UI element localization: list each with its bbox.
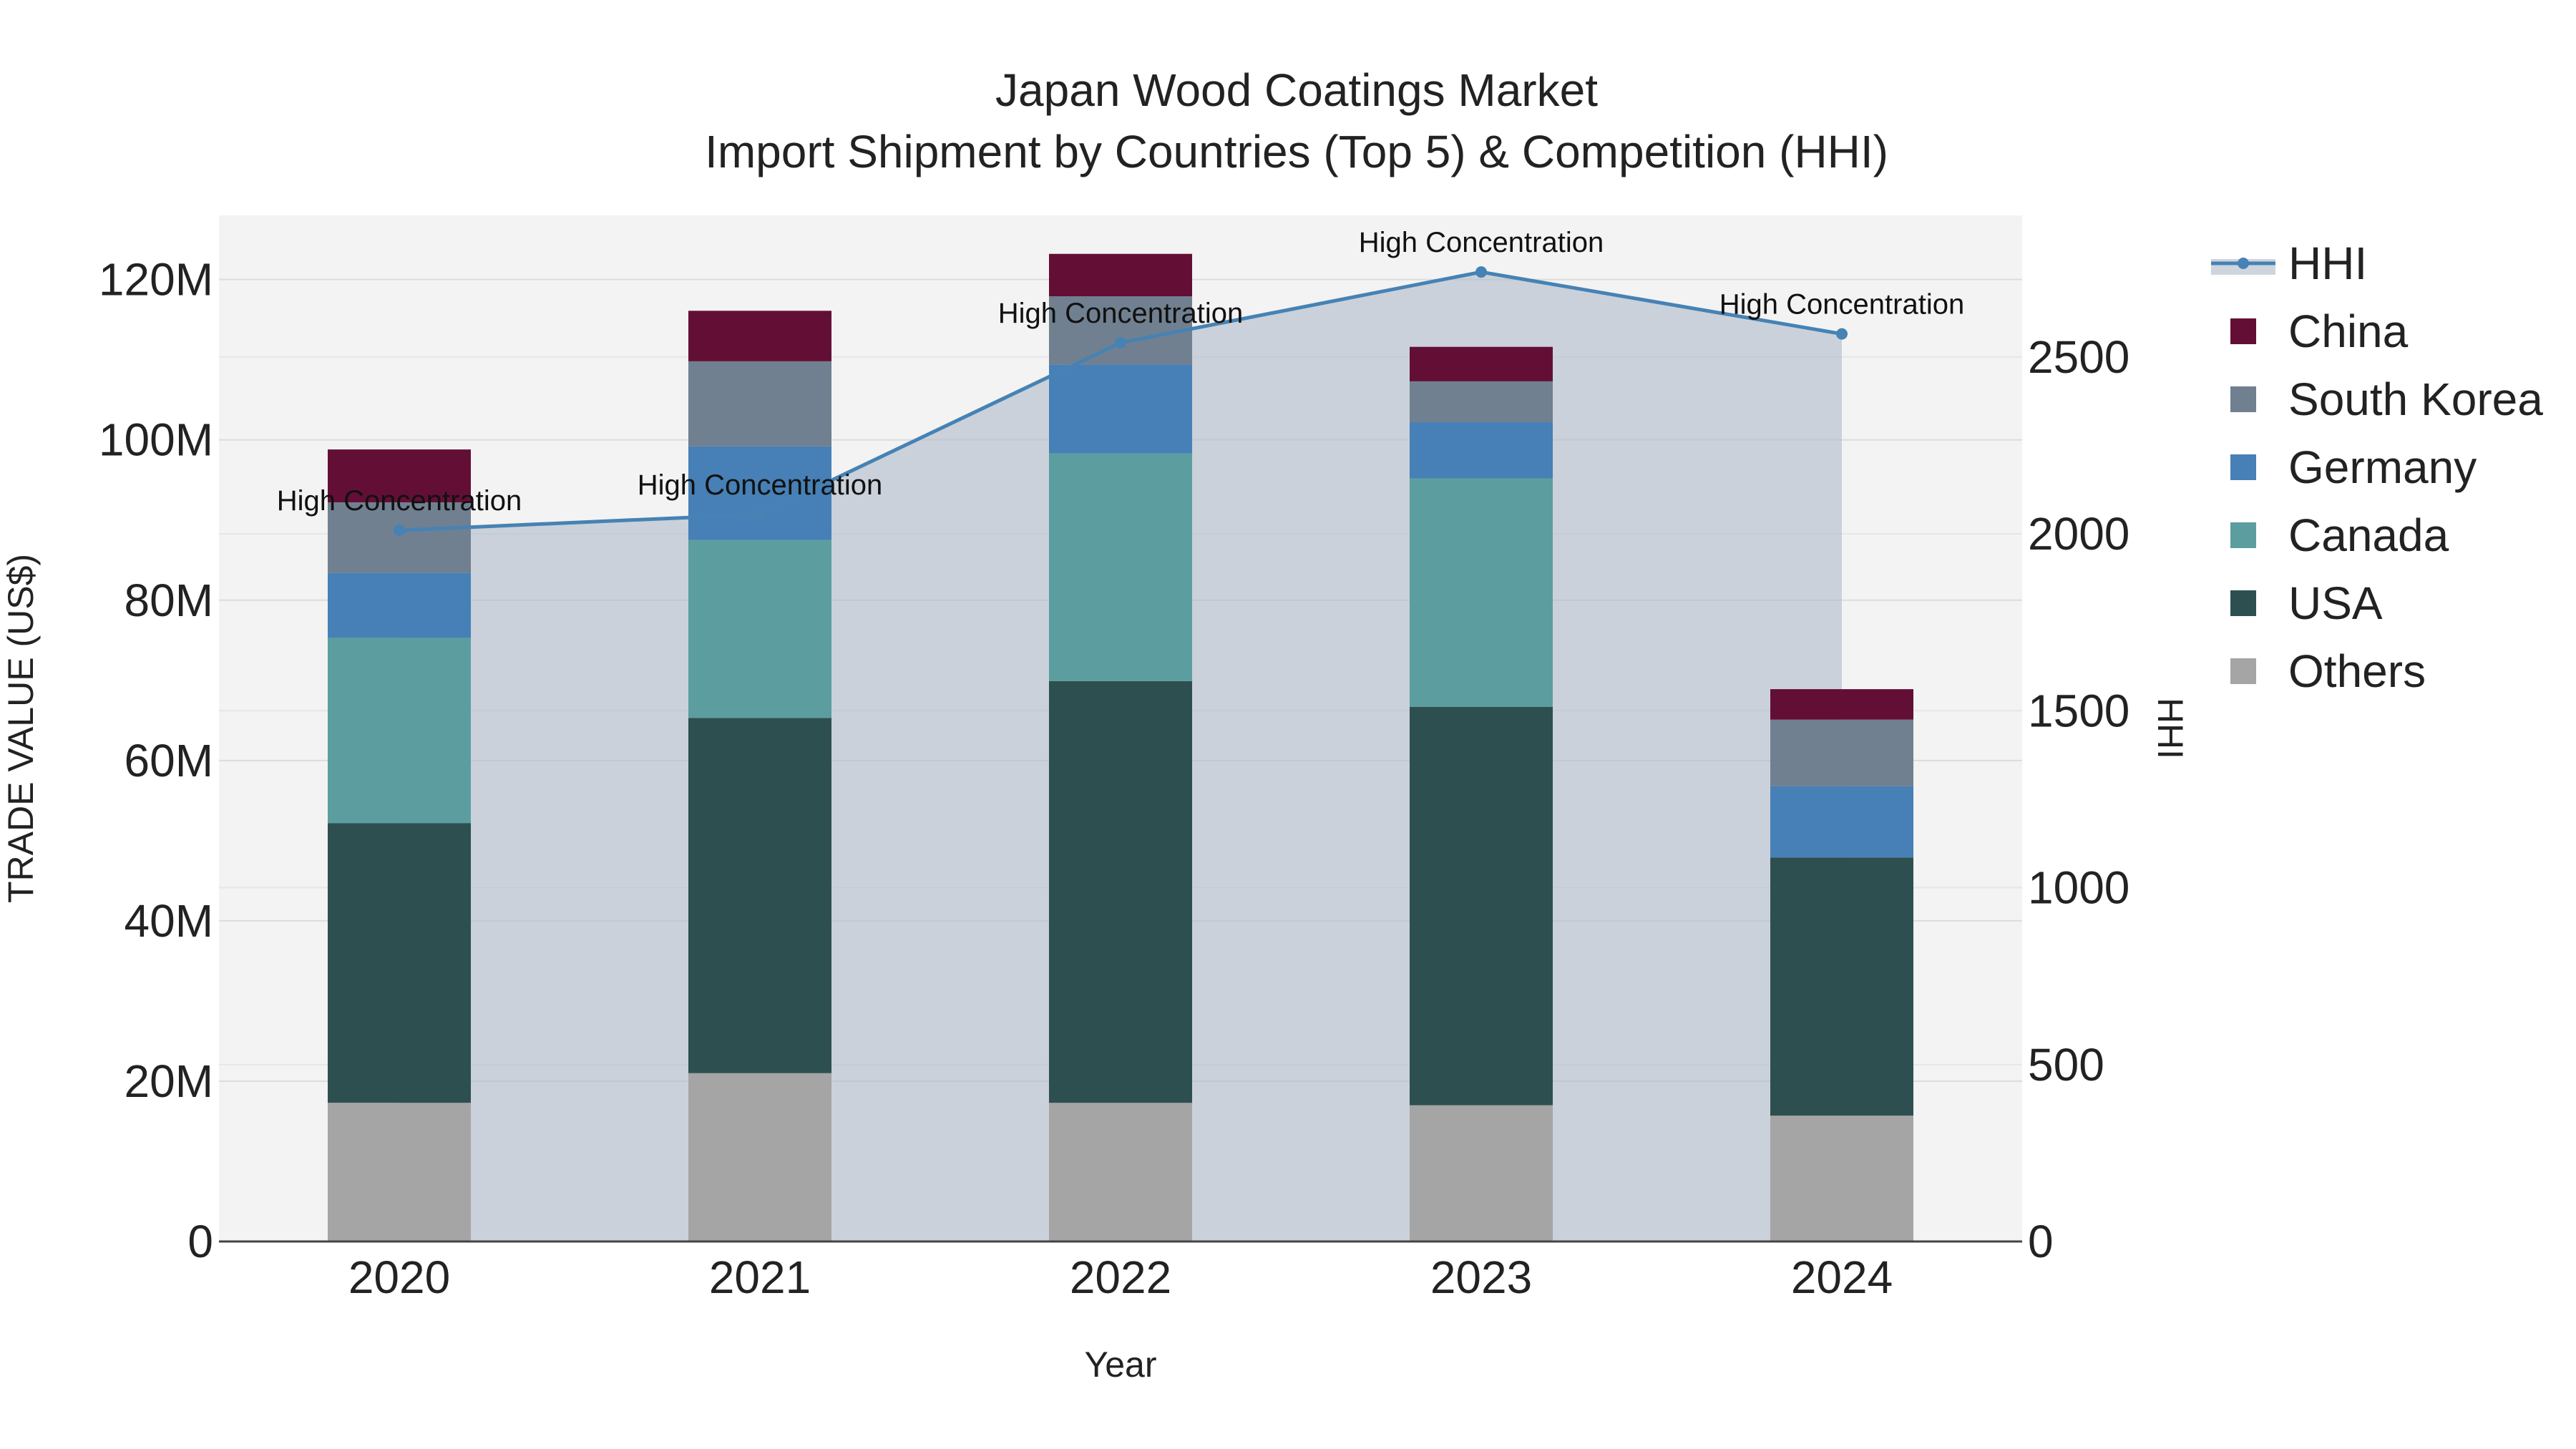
bar-south-korea-2023 bbox=[1410, 381, 1553, 423]
legend-swatch-hhi-marker bbox=[2238, 258, 2249, 269]
bar-canada-2022 bbox=[1049, 453, 1192, 681]
bar-germany-2024 bbox=[1770, 786, 1913, 858]
y-tick-label: 60M bbox=[125, 735, 214, 786]
y2-tick-label: 500 bbox=[2028, 1039, 2104, 1091]
legend-label-usa: USA bbox=[2288, 577, 2383, 629]
legend-label-south-korea: South Korea bbox=[2288, 374, 2543, 425]
legend: HHI China South Korea Germany Canada USA Other… bbox=[2211, 238, 2543, 697]
bar-south-korea-2024 bbox=[1770, 719, 1913, 786]
bar-others-2023 bbox=[1410, 1105, 1553, 1241]
legend-label-china: China bbox=[2288, 306, 2409, 357]
legend-swatch-canada bbox=[2230, 522, 2256, 548]
bar-china-2022 bbox=[1049, 253, 1192, 297]
y-tick-label: 40M bbox=[125, 895, 214, 947]
y-axis-title: TRADE VALUE (US$) bbox=[1, 554, 41, 903]
hhi-point-2022 bbox=[1115, 337, 1126, 349]
bar-china-2021 bbox=[688, 311, 831, 361]
bar-others-2022 bbox=[1049, 1103, 1192, 1241]
bar-usa-2022 bbox=[1049, 680, 1192, 1103]
bar-germany-2023 bbox=[1410, 422, 1553, 479]
y2-tick-label: 2000 bbox=[2028, 508, 2129, 560]
chart-title-line1: Japan Wood Coatings Market bbox=[995, 64, 1598, 116]
bar-canada-2020 bbox=[328, 638, 471, 824]
y2-tick-label: 1000 bbox=[2028, 862, 2129, 914]
x-tick-label-2021: 2021 bbox=[709, 1252, 811, 1303]
hhi-annotation-2023: High Concentration bbox=[1359, 227, 1604, 258]
bar-south-korea-2022 bbox=[1049, 296, 1192, 365]
bar-others-2024 bbox=[1770, 1116, 1913, 1241]
y-tick-label: 100M bbox=[99, 414, 213, 466]
legend-label-hhi: HHI bbox=[2288, 238, 2367, 289]
y2-axis-title: HHI bbox=[2150, 698, 2190, 759]
y-tick-label: 20M bbox=[125, 1055, 214, 1107]
bar-germany-2022 bbox=[1049, 364, 1192, 454]
chart-title-line2: Import Shipment by Countries (Top 5) & C… bbox=[705, 126, 1888, 177]
y-tick-label: 80M bbox=[125, 575, 214, 626]
legend-label-others: Others bbox=[2288, 645, 2426, 697]
hhi-point-2024 bbox=[1836, 328, 1848, 340]
y2-tick-label: 2500 bbox=[2028, 331, 2129, 383]
annotation-layer: High Concentration High Concentration High… bbox=[277, 227, 1964, 517]
bars-layer bbox=[328, 253, 1913, 1241]
legend-swatch-usa bbox=[2230, 590, 2256, 616]
bar-usa-2021 bbox=[688, 718, 831, 1073]
bar-usa-2023 bbox=[1410, 706, 1553, 1106]
bar-china-2024 bbox=[1770, 689, 1913, 720]
hhi-point-2020 bbox=[394, 525, 405, 537]
axes-layer: 2020 2021 2022 2023 2024 0 20M 40M 60M 80M 100M 120… bbox=[99, 254, 2129, 1303]
hhi-annotation-2022: High Concentration bbox=[998, 298, 1243, 329]
legend-label-germany: Germany bbox=[2288, 441, 2477, 493]
x-axis-title: Year bbox=[1084, 1345, 1156, 1385]
bar-usa-2020 bbox=[328, 823, 471, 1103]
bar-china-2020 bbox=[328, 449, 471, 503]
bar-canada-2021 bbox=[688, 540, 831, 718]
hhi-point-2021 bbox=[754, 508, 766, 520]
bar-germany-2020 bbox=[328, 572, 471, 638]
hhi-point-2023 bbox=[1475, 266, 1487, 278]
x-tick-label-2020: 2020 bbox=[348, 1252, 450, 1303]
bar-usa-2024 bbox=[1770, 857, 1913, 1116]
x-tick-label-2024: 2024 bbox=[1791, 1252, 1893, 1303]
y2-tick-label: 1500 bbox=[2028, 685, 2129, 736]
bar-others-2020 bbox=[328, 1103, 471, 1241]
legend-label-canada: Canada bbox=[2288, 509, 2449, 561]
x-tick-label-2023: 2023 bbox=[1430, 1252, 1532, 1303]
legend-swatch-south-korea bbox=[2230, 386, 2256, 412]
hhi-line-layer bbox=[394, 266, 1848, 537]
x-tick-label-2022: 2022 bbox=[1070, 1252, 1171, 1303]
hhi-annotation-2021: High Concentration bbox=[638, 469, 882, 501]
legend-swatch-others bbox=[2230, 658, 2256, 684]
bar-south-korea-2021 bbox=[688, 361, 831, 447]
bar-south-korea-2020 bbox=[328, 502, 471, 573]
y2-tick-label: 0 bbox=[2028, 1216, 2054, 1267]
y-tick-label: 0 bbox=[187, 1216, 213, 1267]
hhi-annotation-2024: High Concentration bbox=[1719, 289, 1964, 321]
legend-swatch-china bbox=[2230, 318, 2256, 344]
bar-others-2021 bbox=[688, 1073, 831, 1241]
legend-swatch-germany bbox=[2230, 454, 2256, 480]
bar-china-2023 bbox=[1410, 346, 1553, 381]
hhi-annotation-2020: High Concentration bbox=[277, 485, 522, 517]
y-tick-label: 120M bbox=[99, 254, 213, 306]
bar-canada-2023 bbox=[1410, 478, 1553, 707]
